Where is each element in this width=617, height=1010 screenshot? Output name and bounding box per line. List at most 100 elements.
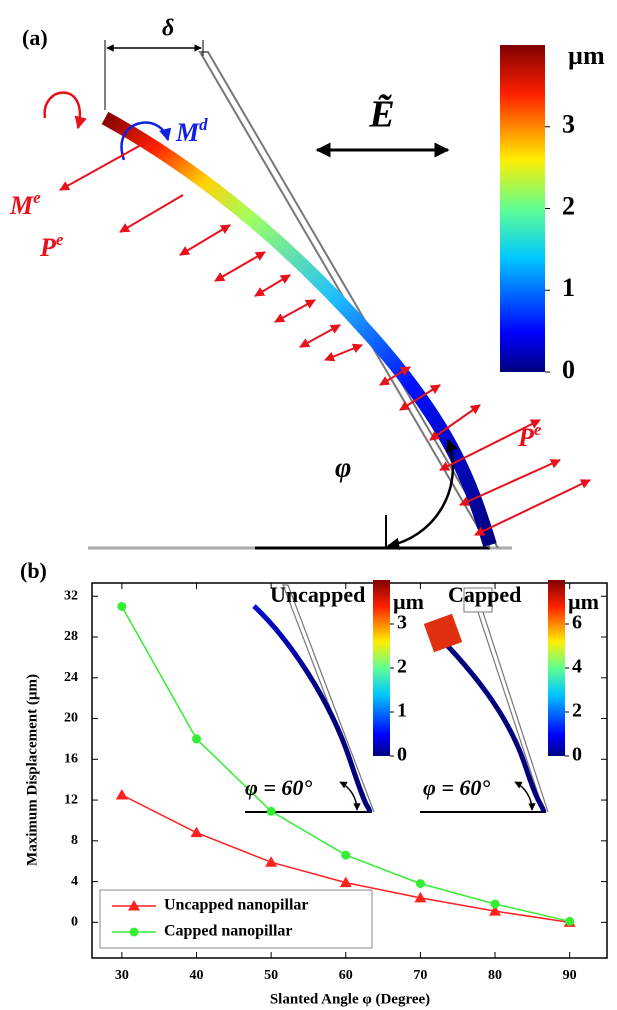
y-tick-label: 0: [71, 915, 78, 930]
x-tick-label: 60: [339, 968, 353, 983]
moment-arrow: [43, 91, 87, 130]
x-tick-label: 80: [488, 968, 502, 983]
colorbar-tick-label: 0: [397, 744, 407, 766]
inset-capped: [420, 580, 565, 813]
cap: [463, 587, 493, 613]
label-base: M: [9, 191, 34, 220]
y-axis-label: Maximum Displacement (µm): [24, 674, 40, 866]
deformed-pillar: [442, 640, 547, 813]
label-sup: d: [199, 115, 208, 134]
y-tick-label: 4: [71, 874, 78, 889]
moment-label: Pe: [39, 230, 64, 262]
colorbar-tick-label: 2: [562, 191, 575, 220]
legend-marker: [128, 900, 140, 911]
data-point: [266, 806, 276, 816]
data-point: [190, 826, 203, 838]
y-tick-label: 28: [64, 629, 78, 644]
inset-unit: µm: [568, 589, 599, 614]
legend-label: Uncapped nanopillar: [164, 897, 308, 914]
data-point: [191, 734, 201, 744]
polarization-arrow: [274, 299, 316, 323]
deformed-pillar: [252, 604, 373, 813]
legend-label: Capped nanopillar: [164, 923, 292, 940]
polarization-arrow: [439, 419, 541, 471]
inset-unit: µm: [393, 589, 424, 614]
series-line: [121, 606, 570, 923]
polarization-arrow: [119, 194, 184, 233]
legend-box: [99, 889, 373, 949]
panel-label: (b): [20, 558, 47, 583]
inset-title: Uncapped: [270, 582, 365, 607]
colorbar-tick-label: 1: [397, 700, 407, 722]
polarization-arrow: [179, 224, 231, 256]
inset-angle: φ = 60°: [245, 775, 312, 800]
x-tick-label: 30: [115, 968, 129, 983]
angle-arc: [339, 781, 361, 811]
polarization-arrow: [59, 139, 151, 191]
colorbar-tick-label: 6: [572, 612, 582, 634]
data-point: [115, 788, 128, 800]
colorbar-tick-label: 1: [562, 273, 575, 302]
label-sup: e: [33, 188, 41, 207]
data-point: [490, 899, 500, 909]
label-base: P: [517, 423, 535, 452]
delta-label: δ: [162, 16, 174, 42]
legend-marker: [129, 927, 139, 937]
panel-label: (a): [22, 25, 48, 50]
panel-a: (a) δ Ẽ φ µm: [22, 16, 605, 550]
inset-title: Capped: [448, 582, 521, 607]
moment-label: Pe: [517, 420, 542, 452]
y-tick-label: 32: [64, 588, 78, 603]
x-tick-label: 40: [189, 968, 203, 983]
inset-angle: φ = 60°: [423, 775, 490, 800]
inset-uncapped: [245, 580, 390, 813]
polarization-arrow: [254, 274, 291, 297]
colorbar-tick-label: 2: [397, 656, 407, 678]
label-base: P: [39, 233, 57, 262]
data-point: [415, 879, 425, 889]
field-label: Ẽ: [368, 94, 394, 136]
polarization-arrow: [299, 324, 341, 348]
colorbar: [548, 580, 565, 756]
deformed-pillar: [101, 111, 497, 548]
y-tick-label: 16: [64, 752, 78, 767]
polarization-arrow: [474, 479, 591, 536]
polarization-arrow: [214, 251, 266, 282]
colorbar-tick-label: 3: [397, 612, 407, 634]
colorbar-tick-label: 4: [572, 656, 582, 678]
label-base: M: [175, 118, 200, 147]
moment-label: Md: [175, 115, 208, 147]
x-tick-label: 90: [563, 968, 577, 983]
original-pillar: [282, 584, 375, 813]
plot-frame: [91, 582, 608, 959]
y-tick-label: 20: [64, 711, 78, 726]
x-axis-label: Slanted Angle φ (Degree): [270, 991, 430, 1007]
colorbar-tick-label: 0: [562, 355, 575, 384]
moment-label: Me: [9, 188, 41, 220]
data-point: [341, 850, 351, 860]
colorbar-tick-label: 2: [572, 700, 582, 722]
data-point: [117, 601, 127, 611]
colorbar: [500, 45, 545, 372]
data-point: [565, 916, 575, 926]
data-point: [414, 891, 427, 903]
data-point: [489, 905, 502, 916]
polarization-arrow: [399, 384, 441, 411]
data-point: [339, 876, 352, 888]
y-tick-label: 12: [64, 792, 78, 807]
label-sup: e: [56, 230, 64, 249]
polarization-arrow: [379, 366, 411, 386]
colorbar: [373, 580, 390, 756]
label-sup: e: [534, 420, 542, 439]
polarization-arrow: [324, 343, 363, 362]
x-tick-label: 70: [413, 968, 427, 983]
angle-arc: [514, 781, 536, 811]
angle-label: φ: [335, 452, 351, 483]
moment-arrow: [120, 121, 172, 161]
x-tick-label: 50: [264, 968, 278, 983]
data-point: [265, 856, 278, 867]
y-tick-label: 8: [71, 833, 78, 848]
colorbar-tick-label: 0: [572, 744, 582, 766]
y-tick-label: 24: [64, 670, 78, 685]
